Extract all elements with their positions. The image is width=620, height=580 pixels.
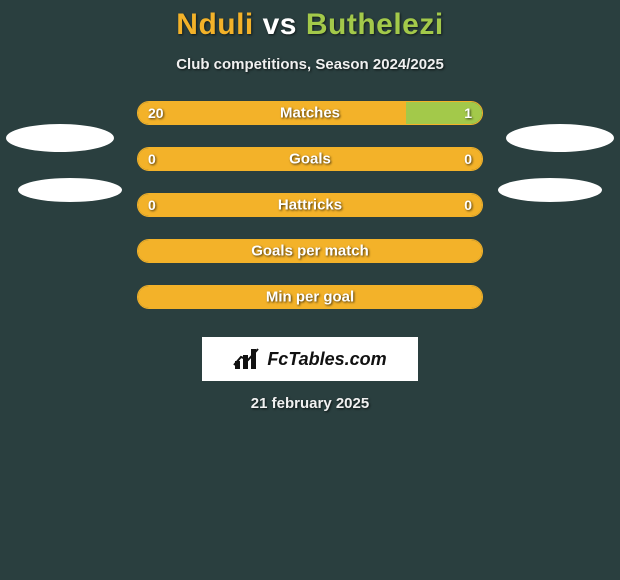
stat-label: Goals — [289, 151, 331, 168]
stat-label: Matches — [280, 105, 340, 122]
stat-label: Min per goal — [266, 289, 354, 306]
avatar-placeholder-left-2 — [18, 178, 122, 202]
stat-bar: Min per goal — [137, 285, 483, 309]
stat-row: 0 0 Goals — [137, 147, 483, 171]
stat-fill-left — [138, 102, 406, 124]
stat-bar: 0 0 Hattricks — [137, 193, 483, 217]
stat-bar: Goals per match — [137, 239, 483, 263]
stat-row: 0 0 Hattricks — [137, 193, 483, 217]
page-title: Nduli vs Buthelezi — [176, 8, 443, 42]
subtitle: Club competitions, Season 2024/2025 — [176, 56, 444, 73]
stat-value-left: 0 — [148, 197, 156, 213]
avatar-placeholder-right-2 — [498, 178, 602, 202]
stat-value-right: 0 — [464, 197, 472, 213]
stat-rows: 20 1 Matches 0 0 Goals 0 0 Hattricks Goals per ma… — [137, 101, 483, 331]
stat-label: Hattricks — [278, 197, 342, 214]
fctables-logo: FcTables.com — [202, 337, 418, 381]
stat-value-left: 20 — [148, 105, 164, 121]
stat-value-right: 0 — [464, 151, 472, 167]
avatar-placeholder-left-1 — [6, 124, 114, 152]
stat-row: 20 1 Matches — [137, 101, 483, 125]
player2-name: Buthelezi — [306, 8, 444, 41]
bar-chart-icon — [233, 347, 263, 371]
stat-row: Min per goal — [137, 285, 483, 309]
logo-text: FcTables.com — [267, 349, 386, 370]
stat-value-right: 1 — [464, 105, 472, 121]
avatar-placeholder-right-1 — [506, 124, 614, 152]
stat-bar: 0 0 Goals — [137, 147, 483, 171]
stat-label: Goals per match — [251, 243, 369, 260]
player1-name: Nduli — [176, 8, 254, 41]
comparison-card: Nduli vs Buthelezi Club competitions, Se… — [0, 0, 620, 412]
stat-value-left: 0 — [148, 151, 156, 167]
date-text: 21 february 2025 — [251, 395, 369, 412]
stat-row: Goals per match — [137, 239, 483, 263]
title-vs: vs — [263, 8, 297, 41]
stat-bar: 20 1 Matches — [137, 101, 483, 125]
